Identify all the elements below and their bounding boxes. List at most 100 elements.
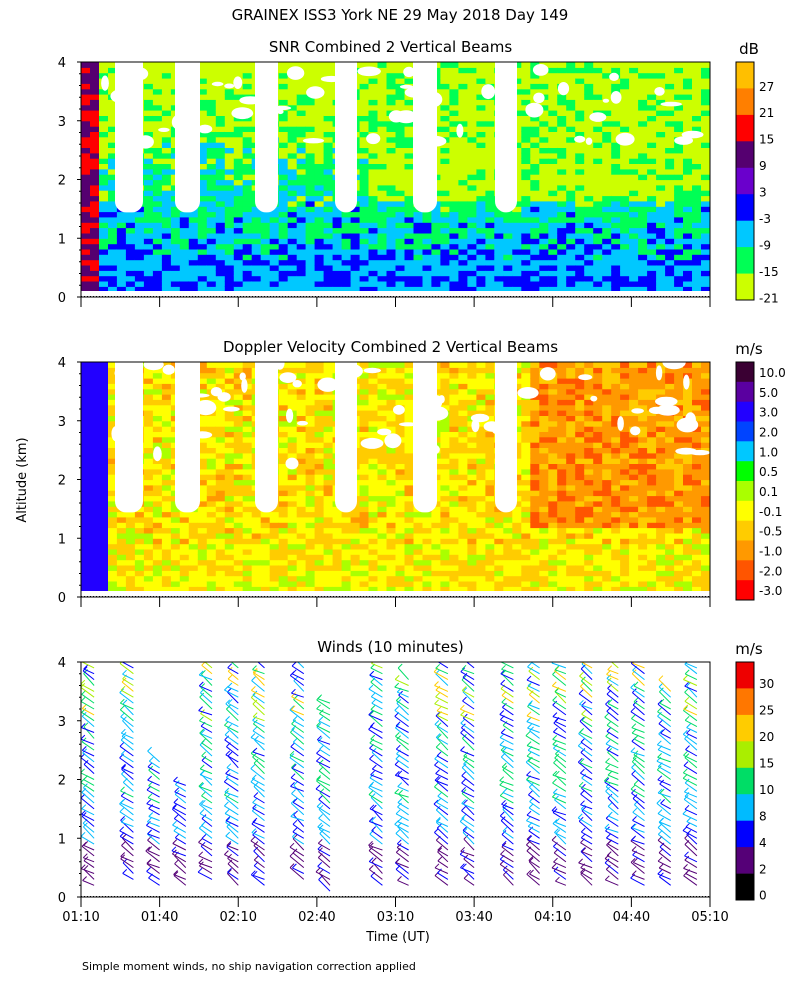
heat-cell [395,458,406,464]
heat-cell [134,532,145,539]
heat-cell [278,458,289,464]
heat-cell [467,243,477,250]
heat-cell [116,216,127,223]
heat-cell [314,442,325,448]
heat-cell [81,200,91,207]
heat-cell [81,190,91,197]
heat-cell [449,243,459,250]
heat-cell [152,484,163,491]
heat-cell [566,168,576,175]
heat-cell [90,131,100,138]
heat-cell [404,500,415,507]
heat-cell [395,586,406,593]
heat-cell [449,99,459,106]
heat-cell [449,200,459,207]
heat-cell [566,243,576,250]
heat-cell [314,200,325,207]
heat-cell [134,570,145,577]
heat-cell [530,265,540,271]
heat-cell [99,559,109,566]
heat-cell [116,548,127,555]
heat-cell [665,88,675,95]
heat-cell [503,275,513,282]
heat-cell [530,72,540,79]
heat-cell [647,131,657,138]
heat-cell [701,275,710,282]
heat-cell [341,586,352,593]
heat-cell [197,447,208,454]
heat-cell [305,575,316,582]
heat-cell [188,575,199,582]
heat-cell [395,206,406,213]
heat-cell [629,248,639,255]
heat-cell [152,88,163,95]
heat-cell [296,265,307,271]
heat-cell [422,232,433,239]
heat-cell [350,543,361,550]
heat-cell [233,265,244,271]
heat-cell [287,163,298,170]
heat-cell [224,216,235,223]
heat-cell [314,511,325,518]
heat-cell [242,463,253,470]
heat-cell [395,372,406,379]
colorbar-label: -3 [759,212,771,226]
heat-cell [108,211,118,218]
heat-cell [287,565,298,571]
heat-cell [197,152,208,159]
heat-cell [512,131,522,138]
heat-cell [332,254,343,261]
heat-cell [197,163,208,170]
heat-cell [305,394,316,400]
heat-cell [305,286,316,293]
heat-cell [404,468,415,475]
heat-cell [143,104,154,111]
heat-cell [278,136,289,143]
heat-cell [503,270,513,277]
heat-cell [359,168,370,175]
heat-cell [458,195,468,202]
heat-cell [386,581,397,587]
heat-cell [638,72,648,79]
heat-cell [665,206,675,213]
heat-cell [512,206,522,213]
heat-cell [395,522,406,529]
heat-cell [458,190,468,197]
heat-cell [530,238,540,245]
heat-cell [242,372,253,379]
heat-cell [314,265,325,271]
heat-cell [638,88,648,95]
heat-cell [233,532,244,539]
heat-cell [386,248,397,255]
heat-cell [368,458,379,464]
heat-cell [233,372,244,379]
heat-cell [197,131,208,138]
heat-cell [170,586,181,593]
heat-cell [296,565,307,571]
heat-cell [108,115,118,122]
heat-cell [368,388,379,395]
heat-cell [458,222,468,229]
heat-cell [404,484,415,491]
heat-cell [81,211,91,218]
heat-cell [512,158,522,164]
heat-cell [161,479,172,486]
heat-cell [656,216,666,223]
heat-cell [90,136,100,143]
heat-cell [656,62,666,68]
heat-cell [224,479,235,486]
heat-cell [386,72,397,79]
heat-cell [620,232,630,239]
heat-cell [539,259,549,266]
heat-cell [242,538,253,545]
heat-cell [197,548,208,555]
heat-cell [656,286,666,293]
heat-cell [116,238,127,245]
heat-cell [395,479,406,486]
heat-cell [287,158,298,164]
heat-cell [575,110,585,116]
heat-cell [449,88,459,95]
heat-cell [368,88,379,95]
heat-cell [143,179,154,186]
